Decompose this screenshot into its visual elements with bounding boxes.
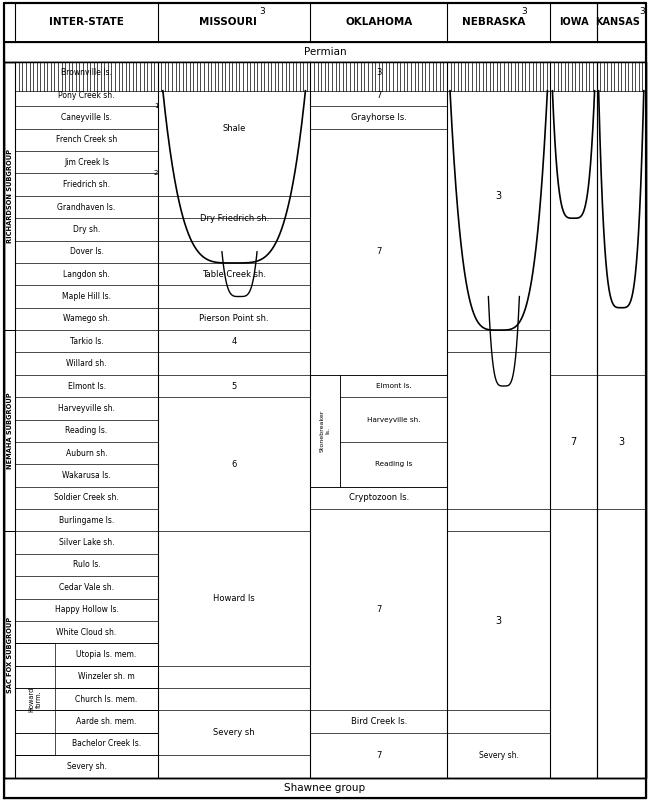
Text: 6: 6 — [231, 460, 237, 469]
Text: Harveyville sh.: Harveyville sh. — [58, 404, 115, 413]
Text: Reading Is: Reading Is — [375, 461, 412, 467]
Text: Winzeler sh. m: Winzeler sh. m — [78, 672, 135, 682]
Text: 2: 2 — [154, 171, 158, 176]
Text: 7: 7 — [376, 248, 382, 256]
Text: Reading Is.: Reading Is. — [66, 426, 108, 435]
Text: Rulo Is.: Rulo Is. — [73, 561, 100, 570]
Text: 3: 3 — [496, 616, 502, 626]
Text: SAC FOX SUBGROUP: SAC FOX SUBGROUP — [6, 617, 13, 693]
Text: 7: 7 — [571, 437, 577, 447]
Text: Bachelor Creek Is.: Bachelor Creek Is. — [72, 739, 141, 748]
Text: Jim Creek Is: Jim Creek Is — [64, 158, 109, 167]
Text: 5: 5 — [231, 381, 237, 391]
Text: Tarkio Is.: Tarkio Is. — [70, 336, 103, 346]
Text: Silver Lake sh.: Silver Lake sh. — [58, 538, 114, 547]
Text: 7: 7 — [376, 751, 382, 759]
Text: 3: 3 — [521, 7, 526, 16]
Text: IOWA: IOWA — [559, 18, 588, 27]
Text: Severy sh.: Severy sh. — [66, 762, 107, 771]
Text: 3: 3 — [639, 7, 645, 16]
Text: Cedar Vale sh.: Cedar Vale sh. — [59, 583, 114, 592]
Text: Howard
form.: Howard form. — [29, 686, 42, 712]
Text: 3: 3 — [496, 191, 502, 201]
Text: Grandhaven Is.: Grandhaven Is. — [57, 203, 116, 211]
Text: Harveyville sh.: Harveyville sh. — [367, 417, 421, 423]
Text: Table Creek sh.: Table Creek sh. — [202, 270, 266, 279]
Text: Stonebreaker
Is.: Stonebreaker Is. — [320, 409, 331, 452]
Text: Willard sh.: Willard sh. — [66, 359, 107, 368]
Bar — [311, 62, 447, 91]
Text: Auburn sh.: Auburn sh. — [66, 449, 107, 457]
Text: 7: 7 — [376, 91, 382, 99]
Text: Wakarusa Is.: Wakarusa Is. — [62, 471, 111, 480]
Text: Caneyville Is.: Caneyville Is. — [61, 113, 112, 122]
Text: INTER-STATE: INTER-STATE — [49, 18, 124, 27]
Text: MISSOURI: MISSOURI — [199, 18, 257, 27]
Text: 1: 1 — [154, 103, 159, 110]
Text: Pierson Point sh.: Pierson Point sh. — [200, 315, 269, 324]
Text: Permian: Permian — [304, 46, 346, 57]
Text: NEBRASKA: NEBRASKA — [462, 18, 525, 27]
Bar — [158, 62, 311, 91]
Text: Elmont Is.: Elmont Is. — [376, 383, 411, 389]
Text: Aarde sh. mem.: Aarde sh. mem. — [76, 717, 136, 726]
Text: Dry sh.: Dry sh. — [73, 225, 100, 234]
Text: Howard Is: Howard Is — [213, 594, 255, 603]
Text: Elmont Is.: Elmont Is. — [68, 381, 105, 391]
Text: White Cloud sh.: White Cloud sh. — [57, 628, 116, 637]
Bar — [597, 62, 646, 91]
Text: OKLAHOMA: OKLAHOMA — [345, 18, 412, 27]
Text: Grayhorse Is.: Grayhorse Is. — [351, 113, 407, 122]
Text: Wamego sh.: Wamego sh. — [63, 315, 110, 324]
Text: Pony Creek sh.: Pony Creek sh. — [58, 91, 115, 99]
Text: Utopia Is. mem.: Utopia Is. mem. — [76, 650, 136, 659]
Text: NEMAHA SUBGROUP: NEMAHA SUBGROUP — [6, 392, 13, 469]
Text: Shawnee group: Shawnee group — [285, 783, 365, 792]
Text: Severy sh: Severy sh — [213, 728, 255, 737]
Text: 4: 4 — [231, 336, 237, 346]
Text: Shale: Shale — [222, 124, 246, 133]
Text: Friedrich sh.: Friedrich sh. — [63, 180, 110, 189]
Text: Soldier Creek sh.: Soldier Creek sh. — [54, 493, 119, 502]
Text: Burlingame Is.: Burlingame Is. — [59, 516, 114, 525]
Text: French Creek sh: French Creek sh — [56, 135, 117, 144]
Text: Happy Hollow Is.: Happy Hollow Is. — [55, 606, 118, 614]
Text: Langdon sh.: Langdon sh. — [63, 270, 110, 279]
Bar — [15, 62, 158, 91]
Text: 7: 7 — [376, 606, 382, 614]
Text: Dry Friedrich sh.: Dry Friedrich sh. — [200, 214, 268, 223]
Text: Severy sh.: Severy sh. — [479, 751, 519, 759]
Text: Maple Hill Is.: Maple Hill Is. — [62, 292, 111, 301]
Text: RICHARDSON SUBGROUP: RICHARDSON SUBGROUP — [6, 149, 13, 243]
Text: 3: 3 — [259, 7, 265, 16]
Bar — [447, 62, 551, 91]
Text: Cryptozoon Is.: Cryptozoon Is. — [348, 493, 409, 502]
Text: Dover Is.: Dover Is. — [70, 248, 103, 256]
Text: Brownville Is.: Brownville Is. — [61, 68, 112, 78]
Text: Church Is. mem.: Church Is. mem. — [75, 694, 138, 704]
Text: 3: 3 — [618, 437, 624, 447]
Text: 3: 3 — [376, 68, 382, 78]
Text: Bird Creek Is.: Bird Creek Is. — [350, 717, 407, 726]
Text: KANSAS: KANSAS — [595, 18, 640, 27]
Bar — [551, 62, 597, 91]
